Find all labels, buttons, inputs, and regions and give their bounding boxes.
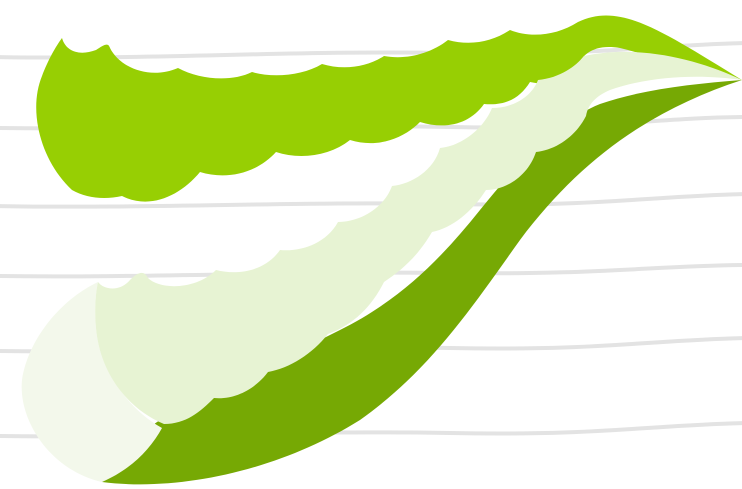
gel-cut-edge: [21, 282, 162, 482]
aloe-gel: [95, 51, 742, 424]
lower-leaf-skin: [102, 80, 742, 485]
upper-leaf-skin: [36, 15, 742, 202]
